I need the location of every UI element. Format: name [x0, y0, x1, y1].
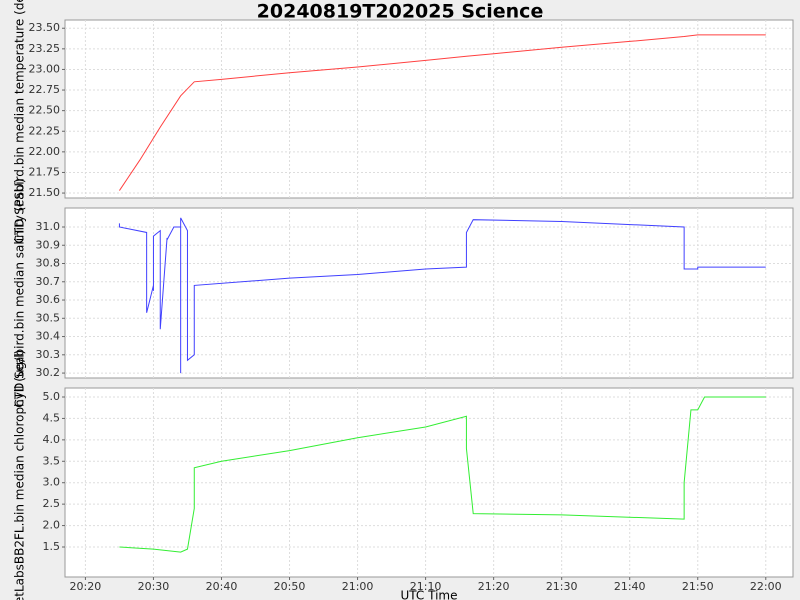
y-tick-label: 5.0: [43, 390, 61, 403]
y-tick-label: 3.0: [43, 476, 61, 489]
y-tick-label: 4.0: [43, 433, 61, 446]
x-tick-label: 21:40: [614, 580, 646, 593]
y-tick-label: 23.25: [29, 42, 61, 55]
y-axis-label: WetLabsBB2FL.bin median chlorophyll (ug/…: [13, 350, 27, 600]
y-tick-label: 22.25: [29, 124, 61, 137]
data-line: [119, 396, 766, 553]
x-tick-label: 21:50: [682, 580, 714, 593]
x-tick-label: 21:30: [546, 580, 578, 593]
x-tick-label: 20:50: [274, 580, 306, 593]
x-tick-label: 20:20: [70, 580, 102, 593]
chart-title: 20240819T202025 Science: [257, 1, 544, 23]
data-line: [119, 34, 766, 191]
y-tick-label: 23.50: [29, 21, 61, 34]
y-tick-label: 21.50: [29, 186, 61, 199]
y-tick-label: 21.75: [29, 165, 61, 178]
x-tick-label: 21:00: [342, 580, 374, 593]
x-tick-label: 21:20: [478, 580, 510, 593]
y-tick-label: 30.2: [36, 366, 61, 379]
y-tick-label: 2.0: [43, 519, 61, 532]
x-axis-label: UTC Time: [401, 589, 458, 600]
y-tick-label: 31.0: [36, 220, 61, 233]
y-axis-label: CTD Seabird.bin median salinity (PSU): [13, 178, 27, 407]
y-tick-label: 3.5: [43, 454, 61, 467]
y-tick-label: 22.50: [29, 104, 61, 117]
x-tick-label: 20:40: [206, 580, 238, 593]
y-tick-label: 30.8: [36, 257, 61, 270]
y-tick-label: 30.7: [36, 275, 61, 288]
y-tick-label: 30.5: [36, 311, 61, 324]
y-axis-label: CTD Seabird.bin median temperature (degC…: [13, 0, 27, 244]
y-tick-label: 30.9: [36, 238, 61, 251]
y-tick-label: 30.4: [36, 330, 61, 343]
y-tick-label: 22.00: [29, 145, 61, 158]
data-line: [118, 217, 766, 374]
y-tick-label: 2.5: [43, 497, 61, 510]
plot-area: [64, 19, 794, 199]
plot-area: [64, 207, 794, 379]
x-tick-label: 21:10: [410, 580, 442, 593]
y-tick-label: 30.3: [36, 348, 61, 361]
y-tick-label: 30.6: [36, 293, 61, 306]
y-tick-label: 23.00: [29, 62, 61, 75]
y-tick-label: 22.75: [29, 83, 61, 96]
x-tick-label: 22:00: [750, 580, 782, 593]
y-tick-label: 4.5: [43, 411, 61, 424]
x-tick-label: 20:30: [138, 580, 170, 593]
y-tick-label: 1.5: [43, 540, 61, 553]
